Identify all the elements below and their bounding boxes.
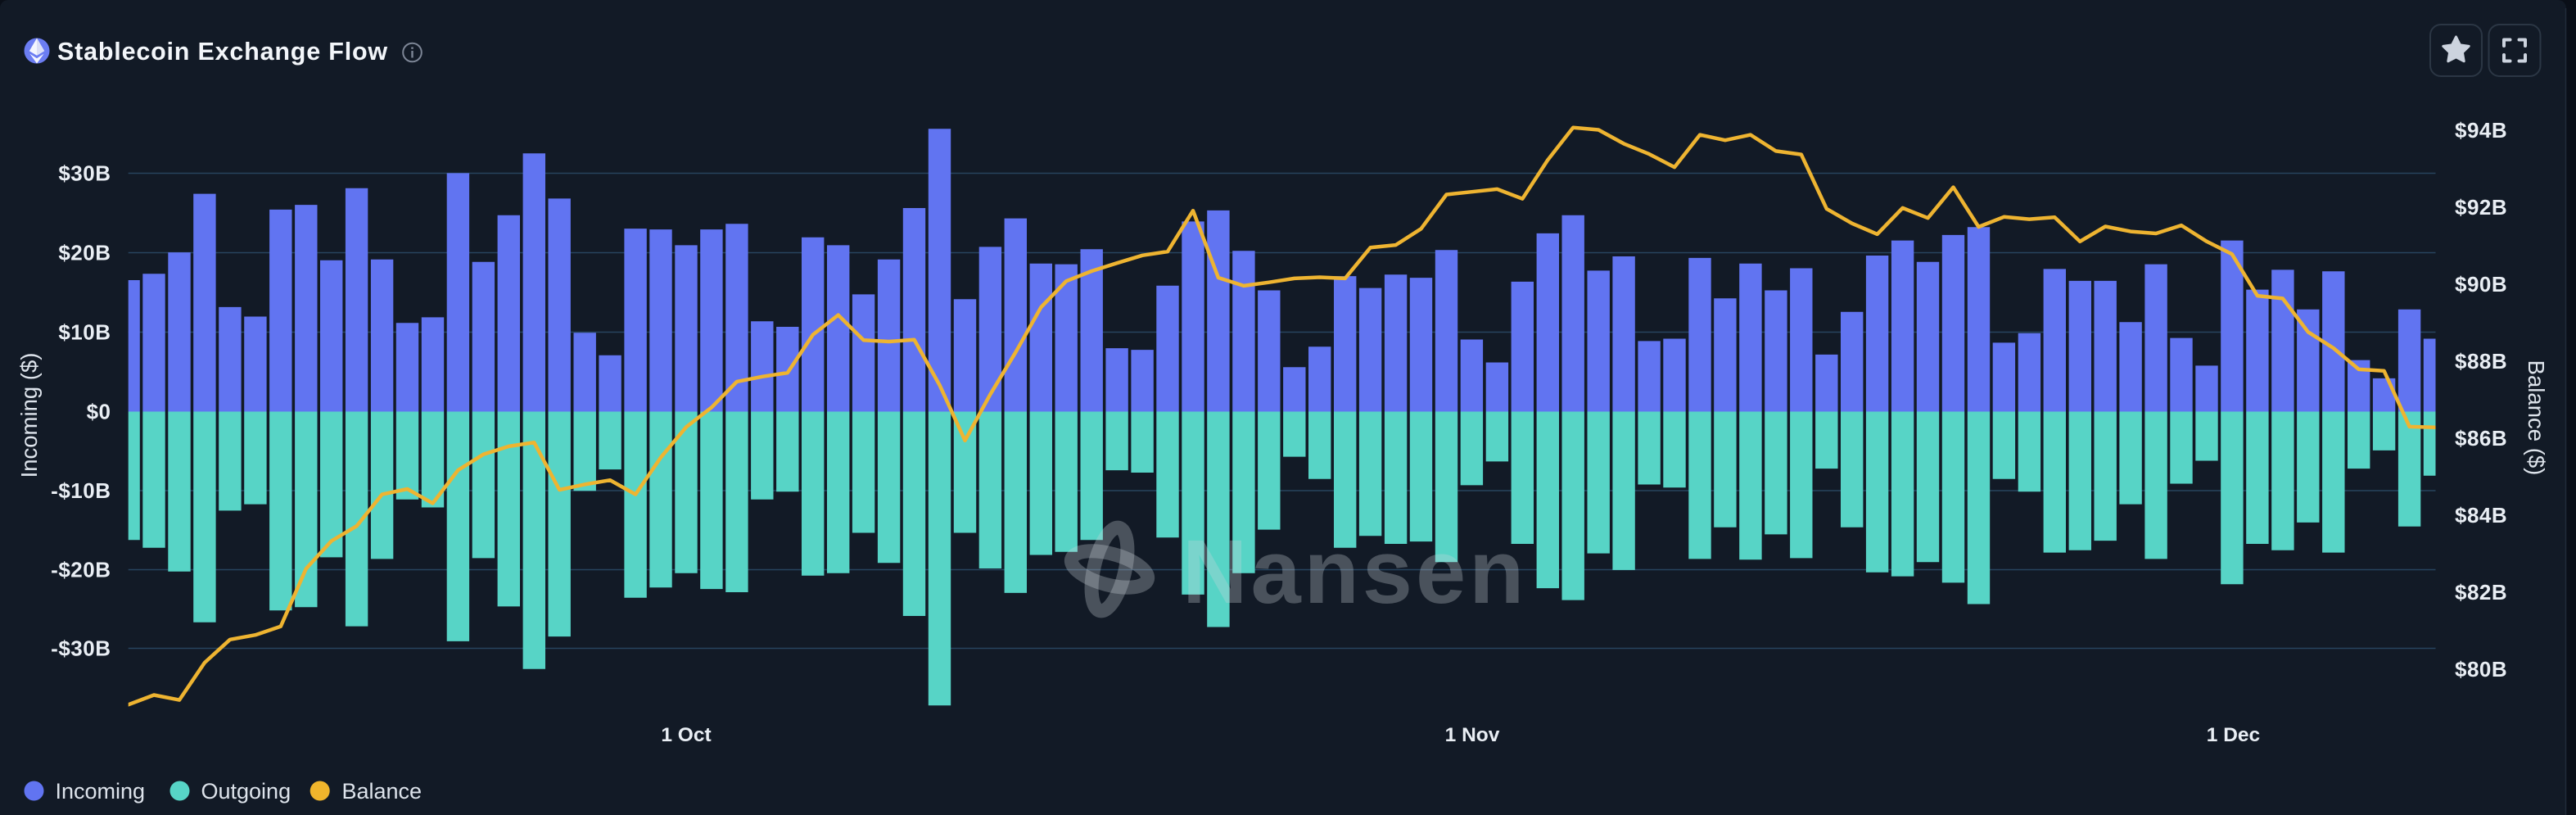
svg-text:$20B: $20B [58,241,111,265]
svg-text:$10B: $10B [58,320,111,345]
svg-text:1 Nov: 1 Nov [1445,724,1500,746]
svg-text:Outgoing: Outgoing [201,779,291,804]
svg-text:$92B: $92B [2455,195,2507,220]
svg-text:$94B: $94B [2455,118,2507,143]
svg-text:$84B: $84B [2455,503,2507,527]
svg-text:Balance ($): Balance ($) [2524,360,2549,476]
svg-text:Stablecoin Exchange Flow: Stablecoin Exchange Flow [57,38,388,66]
svg-text:$86B: $86B [2455,426,2507,451]
svg-text:Balance: Balance [342,779,423,804]
svg-text:1 Dec: 1 Dec [2207,724,2260,746]
svg-text:-$10B: -$10B [51,478,111,503]
svg-text:Incoming: Incoming [56,779,146,804]
svg-text:$82B: $82B [2455,580,2507,604]
svg-text:$80B: $80B [2455,657,2507,681]
svg-text:$0: $0 [87,400,111,424]
svg-text:$90B: $90B [2455,272,2507,297]
svg-text:Incoming ($): Incoming ($) [16,353,42,478]
svg-text:Nansen: Nansen [1182,522,1527,623]
svg-text:-$20B: -$20B [51,558,111,582]
svg-text:-$30B: -$30B [51,636,111,661]
svg-text:$88B: $88B [2455,349,2507,374]
svg-text:$30B: $30B [58,161,111,186]
svg-text:1 Oct: 1 Oct [661,724,711,746]
